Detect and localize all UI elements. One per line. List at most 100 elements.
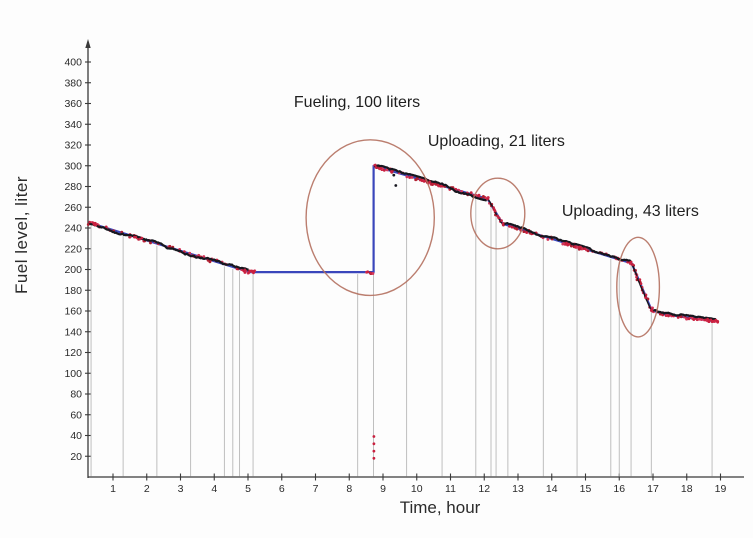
raw-fuel-line <box>631 263 652 310</box>
raw-data-marker <box>208 260 212 264</box>
y-tick-label: 400 <box>64 57 82 69</box>
outlier-point <box>372 449 376 453</box>
raw-data-marker <box>507 224 511 228</box>
x-axis-title: Time, hour <box>399 498 481 517</box>
x-tick-label: 2 <box>144 483 150 495</box>
raw-data-marker <box>515 227 519 231</box>
y-tick-label: 220 <box>64 243 82 255</box>
y-tick-label: 20 <box>70 451 82 463</box>
annotation-fueling-100-liters: Fueling, 100 liters <box>293 94 421 112</box>
raw-data-marker <box>382 168 386 172</box>
x-tick-label: 7 <box>313 483 319 495</box>
x-tick-label: 10 <box>411 483 423 495</box>
raw-data-marker <box>410 175 414 179</box>
x-tick-label: 5 <box>245 483 251 495</box>
raw-data-marker <box>149 241 152 245</box>
raw-data-marker <box>428 180 431 184</box>
raw-data-marker <box>692 318 696 321</box>
raw-data-marker <box>369 271 372 275</box>
y-axis-arrow-icon <box>85 39 91 48</box>
y-tick-label: 60 <box>70 409 82 421</box>
raw-fuel-line <box>502 222 632 263</box>
raw-data-marker <box>676 315 680 319</box>
raw-data-marker <box>525 231 529 234</box>
raw-data-marker <box>94 224 98 227</box>
raw-data-marker <box>687 317 691 321</box>
y-tick-label: 340 <box>64 119 82 131</box>
outlier-point <box>372 442 376 446</box>
raw-data-marker <box>639 282 643 286</box>
raw-data-marker <box>168 244 172 248</box>
raw-data-marker <box>374 166 378 169</box>
raw-data-marker <box>252 269 256 273</box>
y-tick-label: 160 <box>64 306 82 318</box>
raw-data-marker <box>243 270 247 274</box>
raw-data-marker <box>695 318 699 322</box>
raw-data-marker <box>635 275 638 279</box>
x-tick-label: 6 <box>279 483 285 495</box>
raw-fuel-line <box>88 222 249 271</box>
raw-data-marker <box>577 247 581 251</box>
raw-data-marker <box>586 249 590 253</box>
x-tick-label: 12 <box>478 483 490 495</box>
raw-data-marker <box>366 270 369 274</box>
y-tick-label: 260 <box>64 202 82 214</box>
annotation-uploading-43-liters: Uploading, 43 liters <box>561 203 699 221</box>
raw-data-marker <box>707 319 710 323</box>
raw-data-marker <box>138 237 142 241</box>
raw-data-marker <box>420 179 424 183</box>
raw-data-marker <box>644 296 647 300</box>
raw-data-marker <box>477 193 481 197</box>
raw-data-marker <box>667 314 670 318</box>
raw-data-marker <box>436 183 440 187</box>
x-tick-label: 4 <box>211 483 217 495</box>
y-tick-label: 240 <box>64 223 82 235</box>
raw-data-marker <box>631 263 634 266</box>
x-tick-label: 14 <box>546 483 558 495</box>
raw-data-marker <box>646 297 650 301</box>
raw-data-marker <box>685 317 689 321</box>
raw-data-marker <box>510 225 514 229</box>
annotation-uploading-21-liters: Uploading, 21 liters <box>427 132 565 150</box>
x-tick-label: 11 <box>445 483 456 495</box>
y-tick-label: 380 <box>64 77 82 89</box>
raw-data-marker <box>569 244 573 248</box>
outlier-point <box>372 456 376 460</box>
raw-data-marker <box>522 230 526 234</box>
raw-data-marker <box>629 260 633 264</box>
raw-data-marker <box>712 319 715 323</box>
y-tick-label: 360 <box>64 98 82 110</box>
raw-data-marker <box>501 222 505 225</box>
raw-data-marker <box>88 220 91 224</box>
raw-fuel-line <box>650 308 717 321</box>
raw-data-marker <box>247 271 251 274</box>
outlier-point <box>392 173 396 177</box>
raw-data-marker <box>579 245 582 249</box>
smoothed-fuel-line <box>89 164 718 323</box>
y-tick-label: 320 <box>64 140 82 152</box>
raw-data-marker <box>493 209 497 213</box>
x-tick-label: 16 <box>613 483 625 495</box>
outlier-point <box>372 435 376 438</box>
y-axis-title: Fuel level, liter <box>12 175 31 295</box>
raw-data-marker <box>567 243 571 246</box>
raw-data-marker <box>716 321 719 324</box>
y-tick-label: 40 <box>70 430 82 442</box>
x-tick-label: 3 <box>178 483 184 495</box>
raw-data-marker <box>709 318 713 322</box>
x-tick-label: 1 <box>110 483 116 495</box>
raw-data-marker <box>140 236 144 240</box>
raw-data-marker <box>243 268 247 272</box>
event-ellipse <box>616 236 661 338</box>
x-tick-label: 19 <box>715 483 727 495</box>
raw-data-marker <box>650 309 654 313</box>
x-tick-label: 13 <box>512 483 524 495</box>
raw-data-marker <box>379 167 383 170</box>
raw-data-marker <box>371 272 375 275</box>
raw-data-marker <box>408 176 412 179</box>
raw-data-marker <box>202 255 206 259</box>
x-tick-label: 17 <box>647 483 659 495</box>
raw-data-marker <box>583 247 587 250</box>
